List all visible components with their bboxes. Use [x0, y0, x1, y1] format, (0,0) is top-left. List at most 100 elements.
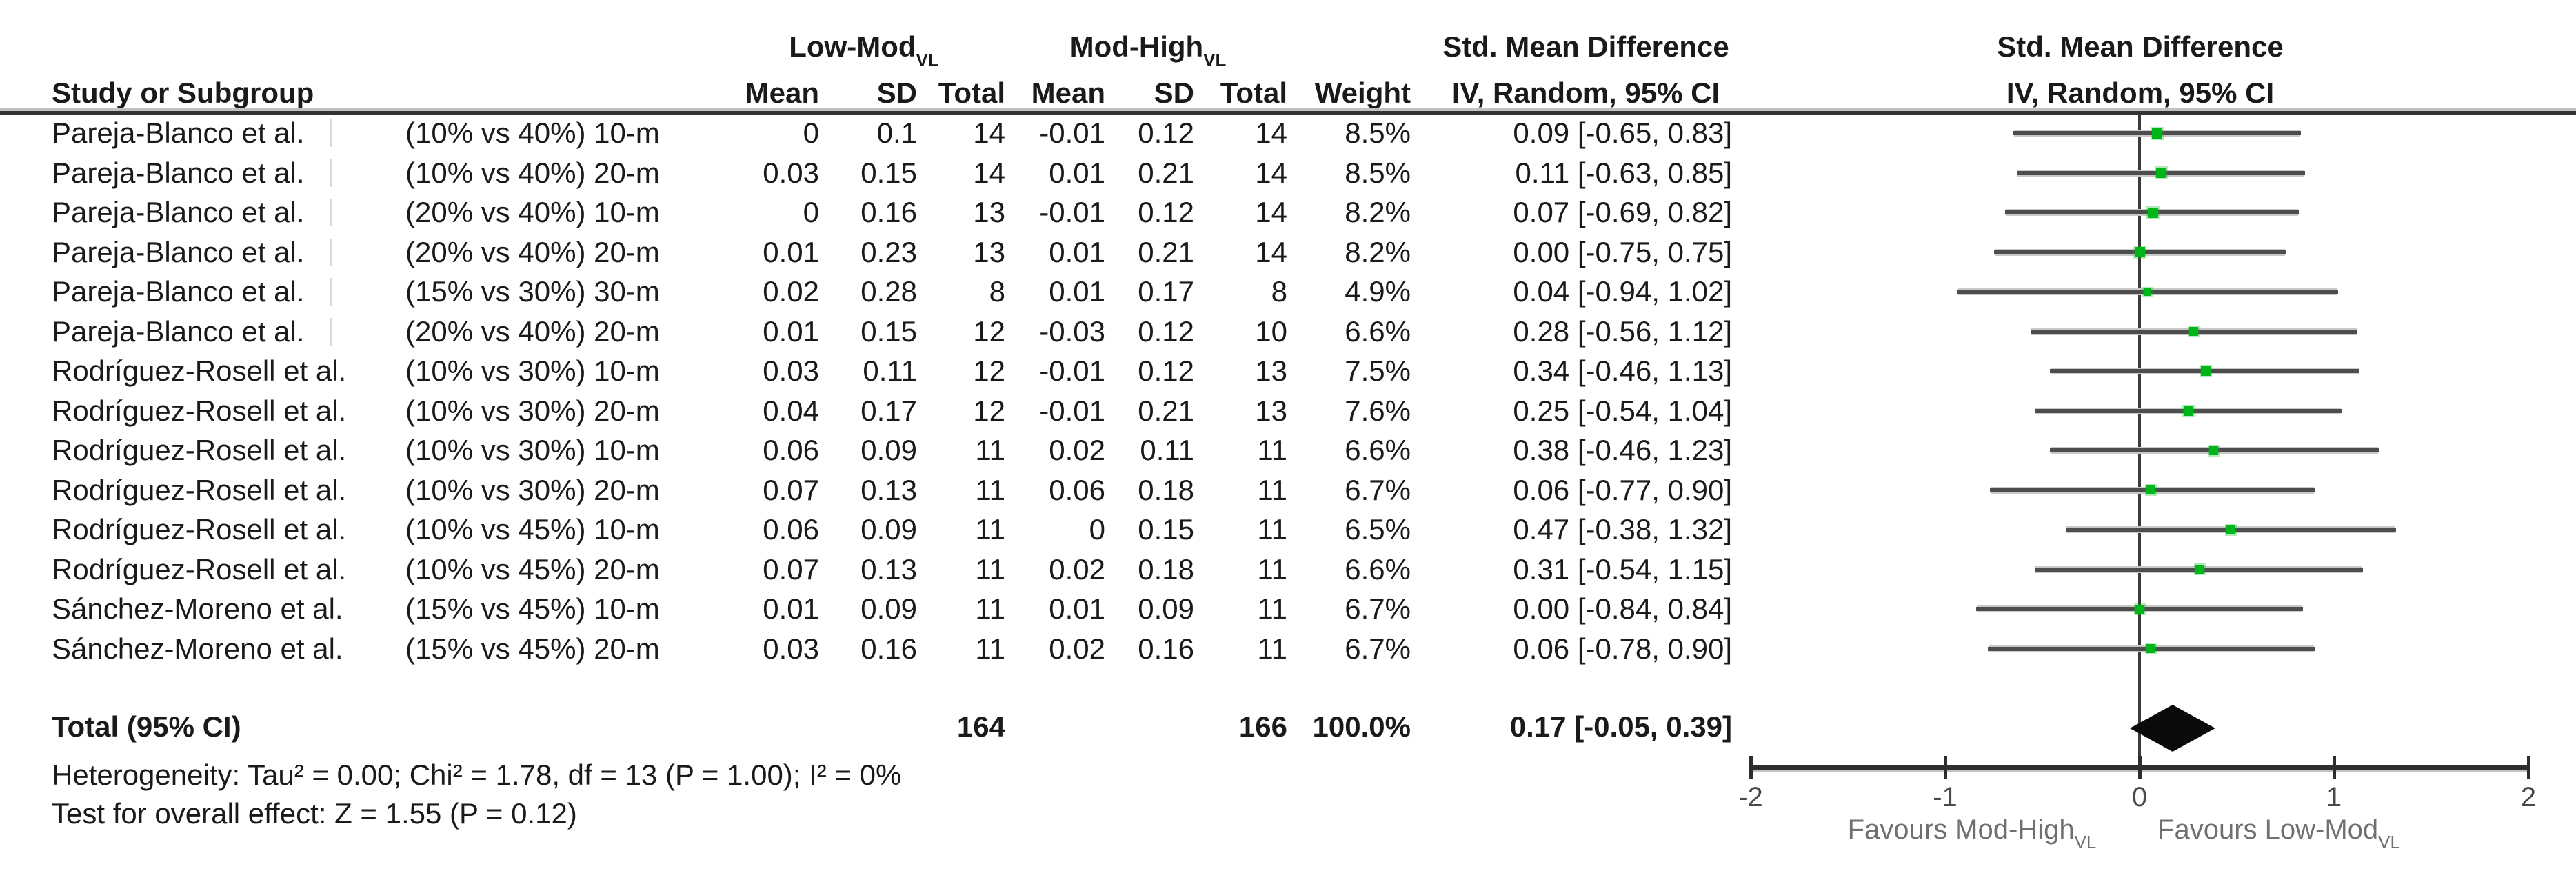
point-estimate-marker: [2200, 366, 2211, 376]
weight-value: 8.5%: [1345, 117, 1411, 149]
weight-value: 8.2%: [1345, 235, 1411, 268]
comparison-label: (10% vs 45%) 20-m: [405, 552, 660, 585]
axis-tick-label: 0: [2131, 782, 2148, 812]
ci-text: 0.06 [-0.77, 0.90]: [1513, 473, 1732, 506]
study-label: Pareja-Blanco et al.: [52, 117, 305, 149]
total-n2: 166: [1238, 710, 1287, 743]
point-estimate-marker: [2134, 247, 2145, 257]
total2-value: 14: [1255, 196, 1287, 228]
weight-value: 4.9%: [1345, 275, 1411, 308]
total1-value: 11: [975, 632, 1005, 665]
ci-text: 0.00 [-0.75, 0.75]: [1513, 235, 1732, 268]
weight-header: Weight: [1314, 77, 1411, 109]
mean1-header: Mean: [745, 77, 819, 109]
favours-left-subscript: VL: [2074, 832, 2097, 852]
sd1-value: 0.13: [861, 552, 917, 585]
sd1-value: 0.23: [861, 235, 917, 268]
axis-tick-label: -2: [1738, 782, 1763, 812]
total1-value: 11: [975, 513, 1005, 545]
point-estimate-marker: [2143, 288, 2151, 296]
favours-right-label: Favours Low-ModVL: [2072, 812, 2486, 851]
study-label: Pareja-Blanco et al.: [52, 235, 305, 268]
total2-value: 10: [1255, 314, 1287, 348]
comparison-label: (10% vs 30%) 20-m: [405, 473, 660, 506]
sd1-value: 0.15: [861, 314, 917, 348]
mean1-value: 0.01: [763, 592, 819, 625]
mean2-value: -0.01: [1039, 354, 1105, 387]
total2-value: 8: [1271, 275, 1287, 308]
sd2-value: 0.12: [1138, 196, 1194, 228]
plot-title: Std. Mean Difference: [1997, 30, 2284, 63]
total1-value: 11: [975, 473, 1005, 506]
total1-value: 14: [973, 156, 1005, 189]
study-label: Pareja-Blanco et al.: [52, 196, 305, 228]
total2-value: 11: [1257, 552, 1287, 585]
sd2-value: 0.21: [1138, 394, 1194, 427]
study-label: Rodríguez-Rosell et al.: [52, 473, 347, 506]
total-ci-text: 0.17 [-0.05, 0.39]: [1509, 710, 1732, 743]
zero-reference-line: [2138, 115, 2141, 767]
mean2-value: 0.02: [1049, 434, 1105, 466]
comparison-label: (15% vs 45%) 10-m: [405, 592, 660, 625]
mean2-value: -0.01: [1039, 196, 1105, 228]
ci-text: 0.06 [-0.78, 0.90]: [1513, 632, 1732, 665]
point-estimate-marker: [2135, 604, 2144, 614]
comparison-label: (10% vs 30%) 10-m: [405, 434, 660, 466]
group2-subscript: VL: [1203, 50, 1227, 70]
total1-value: 12: [973, 354, 1005, 387]
axis-tick-label: 2: [2520, 782, 2537, 812]
study-label: Pareja-Blanco et al.: [52, 314, 305, 348]
table-row: Pareja-Blanco et al. (15% vs 30%) 30-m 0…: [0, 272, 1793, 311]
table-row: Pareja-Blanco et al. (20% vs 40%) 10-m 0…: [0, 193, 1793, 232]
weight-value: 6.7%: [1345, 592, 1411, 625]
comparison-label: (10% vs 40%) 10-m: [405, 117, 660, 149]
weight-value: 8.2%: [1345, 196, 1411, 228]
mean2-value: 0.01: [1049, 235, 1105, 268]
point-estimate-marker: [2146, 644, 2156, 653]
sd2-value: 0.17: [1138, 275, 1194, 308]
total2-header: Total: [1220, 77, 1287, 109]
total2-value: 13: [1255, 394, 1287, 427]
comparison-label: (10% vs 45%) 10-m: [405, 513, 660, 545]
sd2-value: 0.16: [1138, 632, 1194, 665]
axis-tick: [2333, 756, 2336, 779]
sd2-value: 0.21: [1138, 156, 1194, 189]
table-row: Pareja-Blanco et al. (10% vs 40%) 20-m 0…: [0, 154, 1793, 192]
weight-value: 6.6%: [1345, 552, 1411, 585]
total-weight: 100.0%: [1312, 710, 1411, 743]
mean2-value: 0.02: [1049, 632, 1105, 665]
sd1-value: 0.16: [861, 196, 917, 228]
header-rule-shadow: [0, 108, 2576, 111]
comparison-label: (10% vs 40%) 20-m: [405, 156, 660, 189]
ci-text: 0.34 [-0.46, 1.13]: [1513, 354, 1732, 387]
sd1-header: SD: [876, 77, 917, 109]
total1-value: 11: [975, 434, 1005, 466]
study-label: Rodríguez-Rosell et al.: [52, 354, 347, 387]
sd1-value: 0.09: [861, 513, 917, 545]
sd2-value: 0.11: [1140, 434, 1194, 466]
axis-tick: [2527, 756, 2530, 779]
axis-tick-label: -1: [1933, 782, 1958, 812]
sd1-value: 0.15: [861, 156, 917, 189]
total1-value: 13: [973, 235, 1005, 268]
sd1-value: 0.09: [861, 592, 917, 625]
table-row: Rodríguez-Rosell et al. (10% vs 30%) 10-…: [0, 352, 1793, 390]
point-estimate-marker: [2151, 128, 2162, 139]
overall-effect-text: Test for overall effect: Z = 1.55 (P = 0…: [52, 797, 577, 830]
ci-text: 0.09 [-0.65, 0.83]: [1513, 117, 1732, 149]
total1-value: 13: [973, 196, 1005, 228]
mean2-value: 0.01: [1049, 156, 1105, 189]
label-clip-mark: [330, 278, 332, 306]
favours-left-text: Favours Mod-High: [1847, 814, 2075, 845]
study-label: Sánchez-Moreno et al.: [52, 592, 343, 625]
comparison-label: (15% vs 45%) 20-m: [405, 632, 660, 665]
total2-value: 11: [1257, 592, 1287, 625]
total2-value: 14: [1255, 235, 1287, 268]
sd2-value: 0.21: [1138, 235, 1194, 268]
ci-text: 0.31 [-0.54, 1.15]: [1513, 552, 1732, 585]
study-label: Pareja-Blanco et al.: [52, 275, 305, 308]
sd2-value: 0.12: [1138, 117, 1194, 149]
label-clip-mark: [330, 119, 332, 147]
comparison-label: (20% vs 40%) 20-m: [405, 314, 660, 348]
sd2-value: 0.18: [1138, 552, 1194, 585]
